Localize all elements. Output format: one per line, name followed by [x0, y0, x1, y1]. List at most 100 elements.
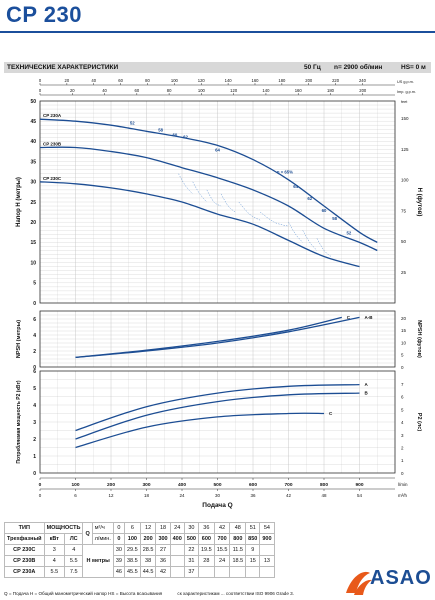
table-h-cell: 38.5	[124, 555, 141, 567]
x-lmin-tick-label: 0	[39, 482, 42, 488]
head-ft-tick-label: 125	[401, 147, 409, 152]
feet-unit: feet	[401, 100, 408, 104]
table-h-cell	[213, 566, 231, 578]
x-lmin-tick-label: 600	[249, 482, 257, 488]
q-lmin-cell: 600	[198, 533, 215, 545]
series-curve	[39, 181, 360, 268]
power-y2-axis-label: P2 (лс)	[416, 413, 422, 432]
q-lmin-cell: 500	[183, 533, 200, 545]
power-hp-tick-label: 1	[401, 458, 404, 463]
footer-note: ск характеристикам ... соответствии ISO …	[177, 591, 294, 596]
head-y-tick-label: 40	[30, 139, 36, 145]
head-y-tick-label: 5	[33, 281, 36, 287]
frequency-label: 50 Гц	[304, 64, 321, 71]
logo-text: ASAO	[370, 567, 432, 589]
footer-abbrev: Q = Подача H = Общий манометрический нап…	[4, 591, 163, 596]
us-gpm-tick-label: 120	[198, 78, 206, 83]
efficiency-label: η = 65%	[277, 170, 293, 175]
x-m3h-tick-label: 0	[39, 493, 42, 498]
q-lmin-cell: 900	[259, 533, 275, 545]
table-h-cell: 15.5	[213, 544, 231, 556]
logo-swoosh-icon	[346, 571, 370, 593]
us-gpm-tick-label: 20	[65, 78, 70, 83]
x-axis-label: Подача Q	[202, 502, 232, 509]
table-row-kw: 4	[43, 555, 66, 567]
efficiency-label: 60	[173, 133, 178, 138]
power-hp-tick-label: 2	[401, 445, 404, 450]
npsh-y-axis-label: NPSH (метры)	[16, 320, 22, 358]
power-hp-tick-label: 7	[401, 382, 404, 387]
table-h-cell: 28	[198, 555, 215, 567]
table-row-hp: 5.5	[64, 555, 84, 567]
series-curve	[75, 392, 360, 440]
table-subheader-three-phase: Трехфазный	[4, 533, 45, 545]
q-m3h-cell: 6	[124, 522, 141, 534]
table-q-label: Q	[82, 522, 93, 545]
npsh-y-tick-label: 0	[33, 365, 36, 371]
efficiency-curve	[302, 230, 318, 251]
head-y-tick-label: 25	[30, 200, 36, 206]
npsh-ft-tick-label: 20	[401, 316, 407, 321]
imp-gpm-unit: Imp. g.p.m.	[397, 90, 416, 94]
asao-logo	[346, 571, 372, 595]
q-m3h-cell: 18	[155, 522, 171, 534]
x-m3h-tick-label: 18	[144, 493, 150, 498]
head-y2-axis-label: H (футов)	[416, 188, 423, 217]
grid-layer	[39, 100, 396, 474]
head-y-tick-label: 0	[33, 301, 36, 307]
head-ft-tick-label: 75	[401, 208, 407, 213]
us-gpm-tick-label: 240	[359, 78, 367, 83]
table-h-cell: 19.5	[198, 544, 215, 556]
table-h-cell: 9	[245, 544, 261, 556]
efficiency-label: 58	[332, 216, 337, 221]
rpm-label: n= 2900 об/мин	[334, 64, 383, 71]
table-h-cell	[169, 555, 185, 567]
imp-gpm-tick-label: 140	[262, 88, 270, 93]
hs-label: HS= 0 м	[401, 64, 426, 71]
table-unit-m3h: м³/ч	[91, 522, 114, 534]
efficiency-layer	[178, 173, 332, 257]
series-label: C	[347, 315, 351, 320]
power-hp-tick-label: 4	[401, 420, 404, 425]
us-gpm-tick-label: 200	[305, 78, 313, 83]
panel-frame	[39, 100, 396, 304]
footer-legend: Q = Подача H = Общий манометрический нап…	[4, 591, 294, 596]
x-lmin-tick-label: 300	[142, 482, 150, 488]
x-m3h-tick-label: 36	[250, 493, 256, 498]
efficiency-label: 52	[130, 120, 135, 125]
npsh-y-tick-label: 6	[33, 317, 36, 323]
table-row-kw: 5.5	[43, 566, 66, 578]
panel-frame	[39, 310, 396, 368]
table-h-cell: 37	[183, 566, 200, 578]
series-label: C	[329, 411, 333, 416]
us-gpm-tick-label: 80	[145, 78, 150, 83]
us-gpm-tick-label: 40	[91, 78, 96, 83]
q-lmin-cell: 0	[112, 533, 126, 545]
efficiency-curve	[259, 211, 289, 227]
imp-gpm-tick-label: 60	[134, 88, 139, 93]
table-row-model: CP 230A	[4, 566, 45, 578]
power-y-tick-label: 6	[33, 369, 36, 375]
imp-gpm-tick-label: 200	[359, 88, 367, 93]
head-y-tick-label: 10	[30, 260, 36, 266]
efficiency-label: 58	[158, 127, 163, 132]
table-h-cell: 11.5	[229, 544, 247, 556]
table-h-cell: 15	[245, 555, 261, 567]
table-row-hp: 7.5	[64, 566, 84, 578]
x-m3h-tick-label: 54	[357, 493, 363, 498]
table-h-cell: 24	[213, 555, 231, 567]
power-y-axis-label: Потребляемая мощность P2 (кВт)	[15, 380, 22, 464]
x-m3h-tick-label: 42	[286, 493, 292, 498]
table-h-cell: 36	[155, 555, 171, 567]
table-h-cell	[198, 566, 215, 578]
power-y-tick-label: 1	[33, 454, 36, 460]
efficiency-curve	[238, 201, 261, 221]
head-y-tick-label: 50	[30, 99, 36, 105]
power-hp-tick-label: 5	[401, 407, 404, 412]
series-curve	[75, 412, 325, 449]
q-m3h-cell: 24	[169, 522, 185, 534]
efficiency-curve	[192, 181, 207, 203]
title-rule	[0, 31, 435, 33]
power-hp-tick-label: 0	[401, 471, 404, 476]
table-h-cell: 31	[183, 555, 200, 567]
